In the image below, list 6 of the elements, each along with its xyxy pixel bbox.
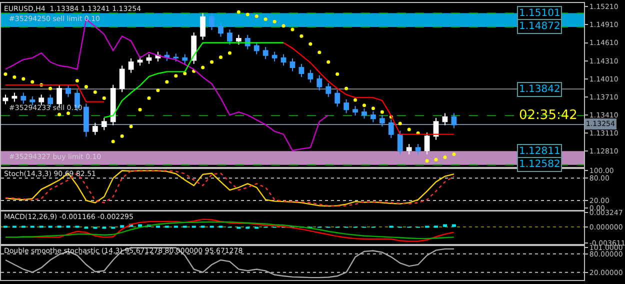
annotation: 1.15101 — [519, 8, 560, 19]
annotation: 1.13842 — [519, 84, 560, 95]
annotation: 1.12811 — [519, 146, 560, 157]
annotation: 1.14872 — [519, 21, 560, 32]
annotation: 1.12582 — [519, 159, 560, 170]
annotation: 02:35:42 — [519, 108, 578, 123]
